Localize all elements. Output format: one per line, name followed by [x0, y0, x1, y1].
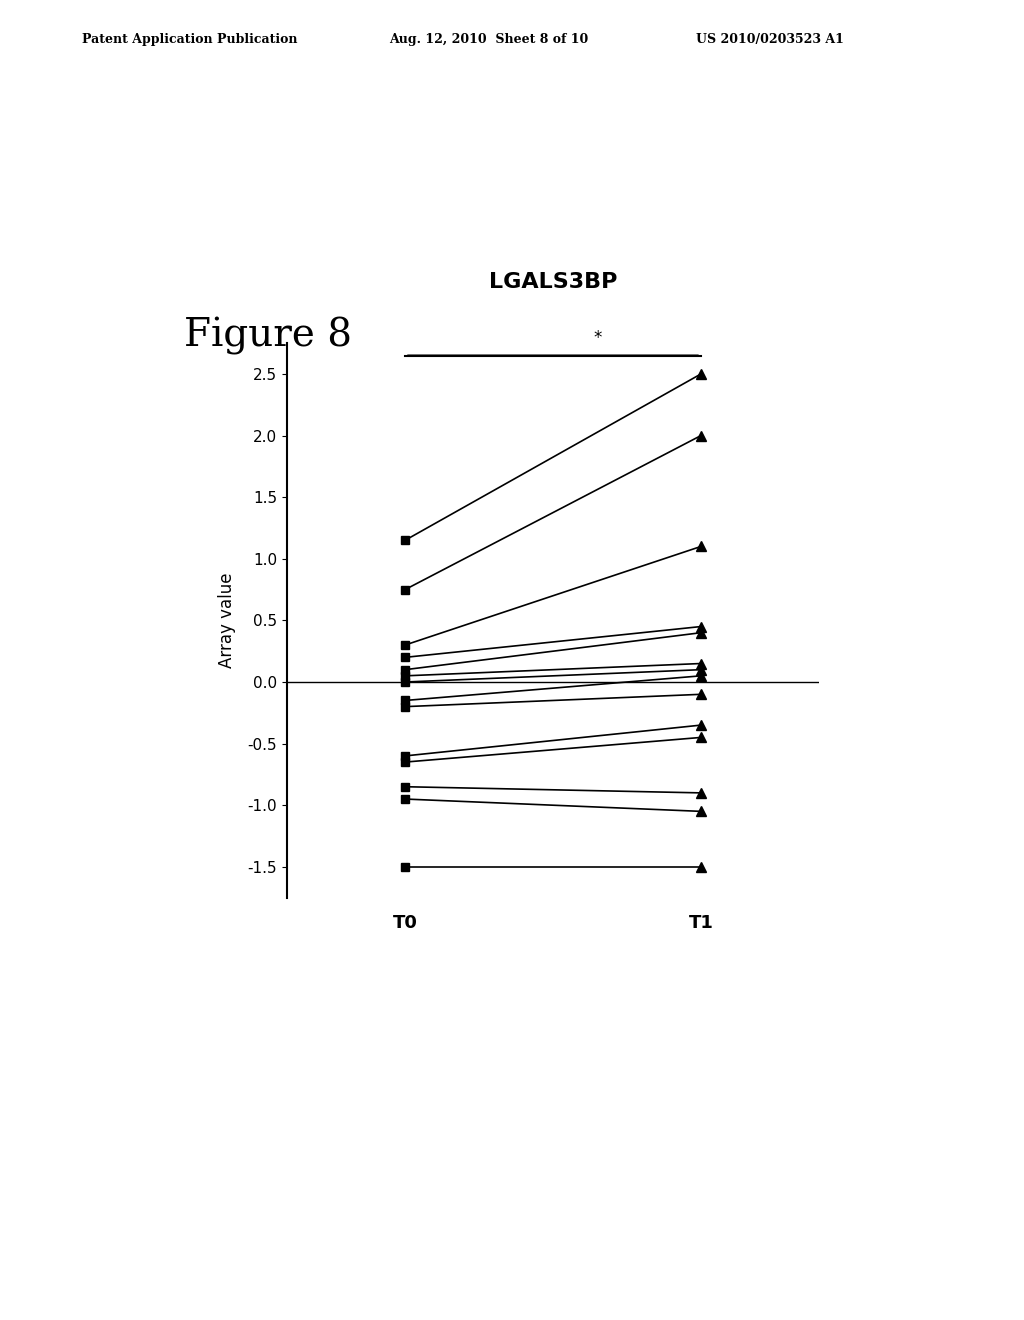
Text: Figure 8: Figure 8	[184, 317, 352, 355]
Y-axis label: Array value: Array value	[218, 573, 237, 668]
Text: Patent Application Publication: Patent Application Publication	[82, 33, 297, 46]
Title: LGALS3BP: LGALS3BP	[488, 272, 617, 292]
Text: US 2010/0203523 A1: US 2010/0203523 A1	[696, 33, 844, 46]
Text: Aug. 12, 2010  Sheet 8 of 10: Aug. 12, 2010 Sheet 8 of 10	[389, 33, 589, 46]
Text: *: *	[593, 329, 601, 347]
